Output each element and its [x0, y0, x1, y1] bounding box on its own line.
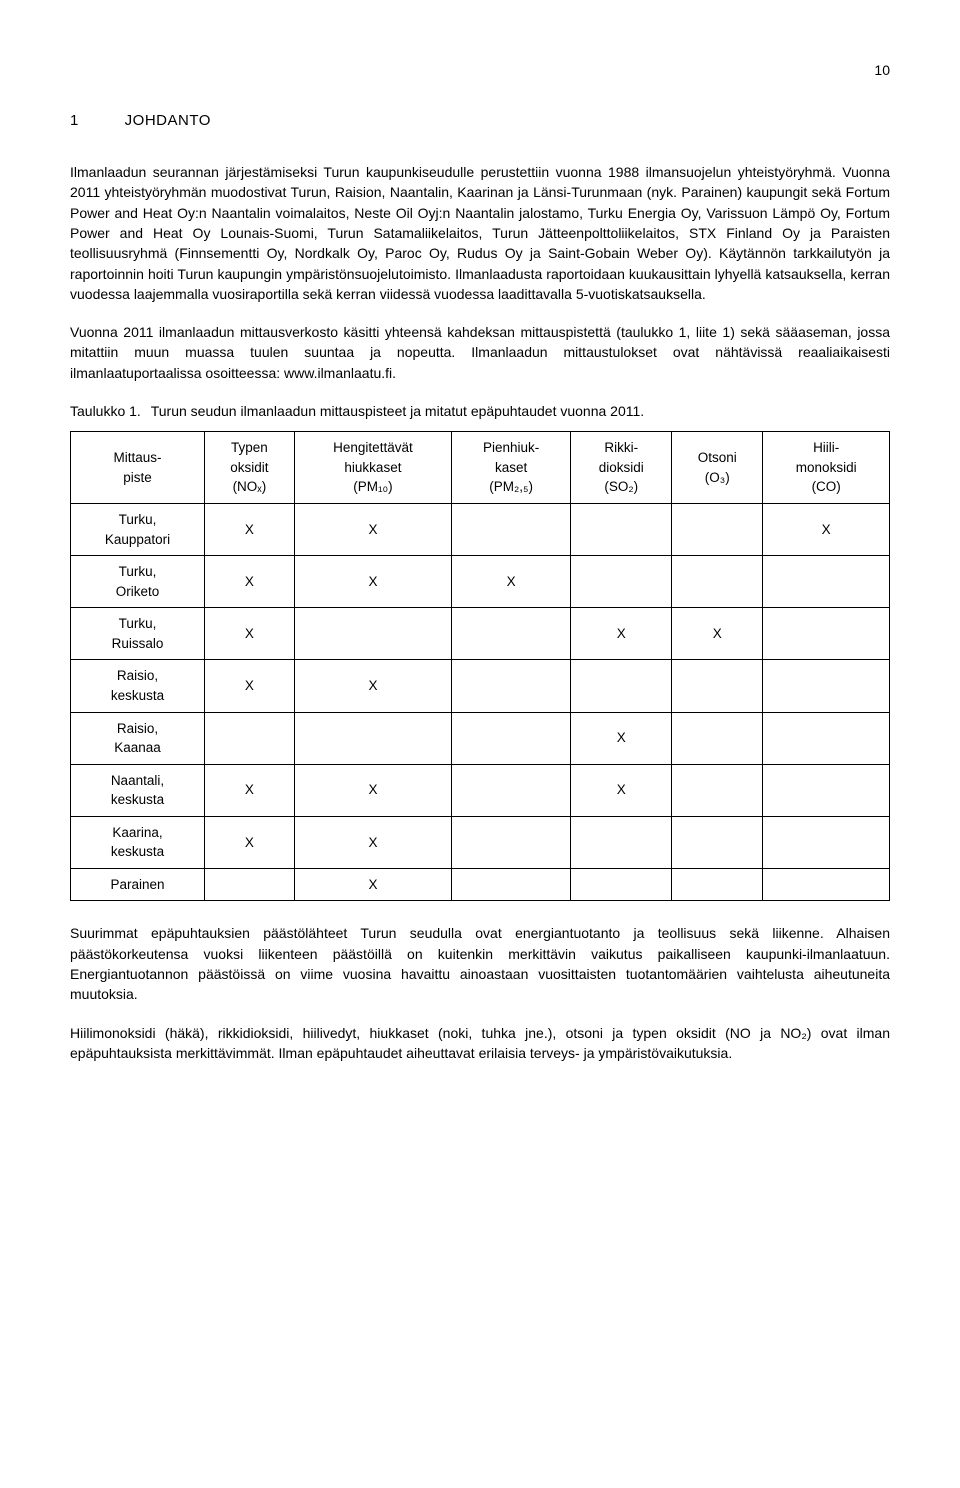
table-cell: [452, 504, 571, 556]
table-header: Rikki-dioksidi(SO₂): [571, 432, 672, 504]
table-rowhead: Raisio,keskusta: [71, 660, 205, 712]
table-row: Kaarina,keskustaXX: [71, 816, 890, 868]
table-cell: [204, 712, 294, 764]
table-cell: X: [204, 816, 294, 868]
table-cell: X: [571, 608, 672, 660]
table-header: Pienhiuk-kaset(PM₂,₅): [452, 432, 571, 504]
table-cell: X: [204, 660, 294, 712]
paragraph-3: Suurimmat epäpuhtauksien päästölähteet T…: [70, 923, 890, 1004]
table-cell: [672, 556, 763, 608]
table-cell: X: [452, 556, 571, 608]
paragraph-4: Hiilimonoksidi (häkä), rikkidioksidi, hi…: [70, 1023, 890, 1064]
table-cell: [452, 816, 571, 868]
page-number: 10: [70, 60, 890, 80]
table-cell: [763, 608, 890, 660]
table-cell: X: [294, 660, 451, 712]
table-cell: [452, 764, 571, 816]
table-cell: [571, 816, 672, 868]
table-cell: [571, 868, 672, 901]
heading-number: 1: [70, 110, 120, 132]
table-rowhead: Turku,Oriketo: [71, 556, 205, 608]
table-cell: X: [571, 764, 672, 816]
table-row: Turku,KauppatoriXXX: [71, 504, 890, 556]
table-caption: Taulukko 1. Turun seudun ilmanlaadun mit…: [70, 401, 890, 421]
table-cell: X: [571, 712, 672, 764]
table-rowhead: Parainen: [71, 868, 205, 901]
table-cell: X: [204, 764, 294, 816]
table-cell: [672, 660, 763, 712]
table-header: Otsoni(O₃): [672, 432, 763, 504]
table-cell: X: [763, 504, 890, 556]
table-cell: [452, 660, 571, 712]
table-cell: [294, 712, 451, 764]
table-cell: X: [204, 608, 294, 660]
table-cell: [763, 816, 890, 868]
table-cell: [763, 712, 890, 764]
table-rowhead: Naantali,keskusta: [71, 764, 205, 816]
table-row: Turku,RuissaloXXX: [71, 608, 890, 660]
table-row: Raisio,Kaanaa X: [71, 712, 890, 764]
table-cell: X: [294, 504, 451, 556]
measurement-table: Mittaus-piste Typenoksidit(NOₓ) Hengitet…: [70, 431, 890, 901]
table-cell: [763, 660, 890, 712]
table-cell: [571, 504, 672, 556]
table-cell: [763, 556, 890, 608]
table-cell: [672, 764, 763, 816]
table-header-row: Mittaus-piste Typenoksidit(NOₓ) Hengitet…: [71, 432, 890, 504]
table-row: Parainen X: [71, 868, 890, 901]
table-rowhead: Turku,Ruissalo: [71, 608, 205, 660]
table-cell: [571, 556, 672, 608]
table-cell: [452, 608, 571, 660]
section-heading: 1 JOHDANTO: [70, 110, 890, 132]
paragraph-2: Vuonna 2011 ilmanlaadun mittausverkosto …: [70, 322, 890, 383]
table-cell: [672, 868, 763, 901]
table-row: Turku,OriketoXXX: [71, 556, 890, 608]
table-cell: [763, 868, 890, 901]
heading-title: JOHDANTO: [125, 112, 211, 129]
table-cell: X: [672, 608, 763, 660]
table-row: Raisio,keskustaXX: [71, 660, 890, 712]
table-cell: [294, 608, 451, 660]
table-cell: X: [204, 504, 294, 556]
table-caption-text: Turun seudun ilmanlaadun mittauspisteet …: [145, 403, 644, 419]
table-caption-label: Taulukko 1.: [70, 403, 141, 419]
table-header: Hiili-monoksidi(CO): [763, 432, 890, 504]
table-rowhead: Turku,Kauppatori: [71, 504, 205, 556]
table-cell: X: [294, 556, 451, 608]
table-rowhead: Raisio,Kaanaa: [71, 712, 205, 764]
table-header: Hengitettäväthiukkaset(PM₁₀): [294, 432, 451, 504]
table-cell: [452, 868, 571, 901]
table-header: Mittaus-piste: [71, 432, 205, 504]
table-cell: [571, 660, 672, 712]
table-cell: X: [294, 816, 451, 868]
table-cell: [672, 712, 763, 764]
table-cell: [672, 816, 763, 868]
table-cell: [672, 504, 763, 556]
table-cell: X: [204, 556, 294, 608]
table-row: Naantali,keskustaXXX: [71, 764, 890, 816]
table-cell: [763, 764, 890, 816]
table-header: Typenoksidit(NOₓ): [204, 432, 294, 504]
table-cell: [204, 868, 294, 901]
paragraph-1: Ilmanlaadun seurannan järjestämiseksi Tu…: [70, 162, 890, 304]
table-cell: [452, 712, 571, 764]
table-cell: X: [294, 764, 451, 816]
table-rowhead: Kaarina,keskusta: [71, 816, 205, 868]
table-cell: X: [294, 868, 451, 901]
